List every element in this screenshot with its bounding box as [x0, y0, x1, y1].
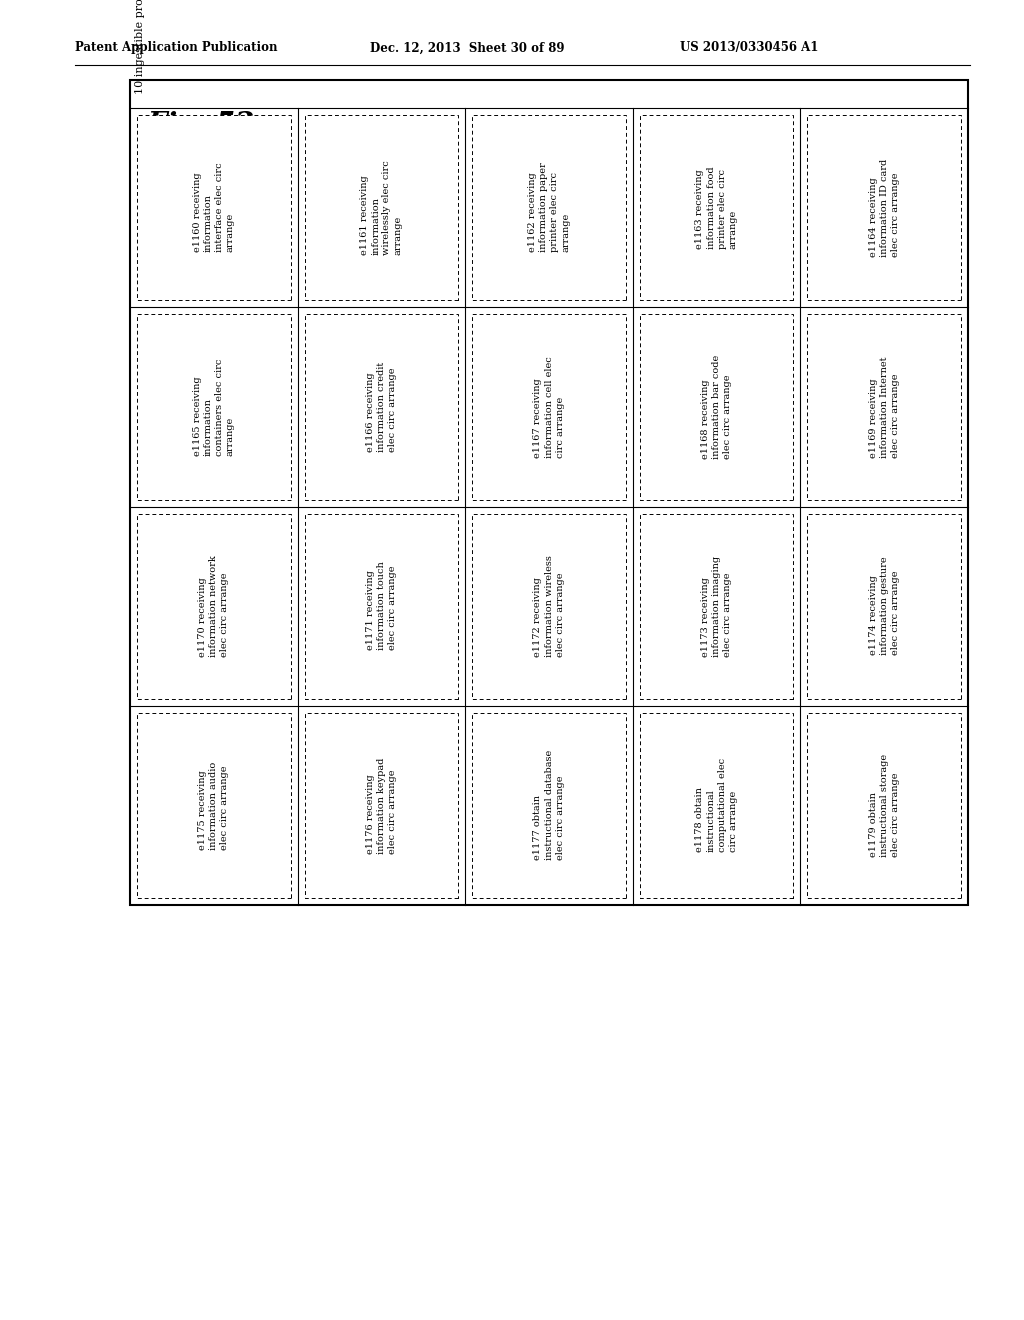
Bar — [304, 115, 458, 300]
Text: e1163 receiving
information food
printer elec circ
arrange: e1163 receiving information food printer… — [695, 166, 737, 249]
Text: e1165 receiving
information
containers elec circ
arrange: e1165 receiving information containers e… — [193, 358, 234, 455]
Text: Patent Application Publication: Patent Application Publication — [75, 41, 278, 54]
Bar — [472, 513, 626, 698]
Bar — [807, 314, 961, 499]
Text: e1168 receiving
information bar code
elec circ arrange: e1168 receiving information bar code ele… — [701, 355, 732, 459]
Text: e1173 receiving
information imaging
elec circ arrange: e1173 receiving information imaging elec… — [701, 556, 732, 656]
Bar — [472, 115, 626, 300]
Bar — [130, 81, 968, 906]
Bar — [640, 713, 794, 898]
Text: e1178 obtain
instructional
computational elec
circ arrange: e1178 obtain instructional computational… — [695, 758, 737, 853]
Text: 10 ingestible product preparation system: 10 ingestible product preparation system — [135, 0, 145, 94]
Bar — [472, 314, 626, 499]
Text: e1172 receiving
information wireless
elec circ arrange: e1172 receiving information wireless ele… — [534, 556, 564, 657]
Text: Dec. 12, 2013  Sheet 30 of 89: Dec. 12, 2013 Sheet 30 of 89 — [370, 41, 564, 54]
Text: e1177 obtain
instructional database
elec circ arrange: e1177 obtain instructional database elec… — [534, 750, 564, 861]
Text: e1166 receiving
information credit
elec circ arrange: e1166 receiving information credit elec … — [366, 362, 397, 451]
Text: e1161 receiving
information
wirelessly elec circ
arrange: e1161 receiving information wirelessly e… — [360, 160, 402, 255]
Text: e1167 receiving
information cell elec
circ arrange: e1167 receiving information cell elec ci… — [534, 356, 564, 458]
Bar — [137, 314, 291, 499]
Bar — [472, 713, 626, 898]
Bar — [807, 713, 961, 898]
Text: e1164 receiving
information ID card
elec circ arrange: e1164 receiving information ID card elec… — [868, 158, 900, 257]
Bar — [137, 513, 291, 698]
Text: e1179 obtain
instructional storage
elec circ arrange: e1179 obtain instructional storage elec … — [868, 754, 900, 857]
Bar — [304, 713, 458, 898]
Bar — [304, 513, 458, 698]
Text: Fig. 52: Fig. 52 — [148, 111, 255, 139]
Text: e1170 receiving
information network
elec circ arrange: e1170 receiving information network elec… — [199, 556, 229, 657]
Text: e1175 receiving
information audio
elec circ arrange: e1175 receiving information audio elec c… — [199, 762, 229, 850]
Text: US 2013/0330456 A1: US 2013/0330456 A1 — [680, 41, 818, 54]
Text: e1160 receiving
information
interface elec circ
arrange: e1160 receiving information interface el… — [193, 162, 234, 252]
Bar — [640, 115, 794, 300]
Bar — [137, 713, 291, 898]
Bar — [807, 513, 961, 698]
Text: e1176 receiving
information keypad
elec circ arrange: e1176 receiving information keypad elec … — [366, 758, 397, 854]
Bar — [137, 115, 291, 300]
Bar — [640, 314, 794, 499]
Bar — [640, 513, 794, 698]
Text: e1162 receiving
information paper
printer elec circ
arrange: e1162 receiving information paper printe… — [527, 162, 570, 252]
Bar — [807, 115, 961, 300]
Text: e1169 receiving
information Internet
elec circ arrange: e1169 receiving information Internet ele… — [868, 356, 900, 458]
Text: e1171 receiving
information touch
elec circ arrange: e1171 receiving information touch elec c… — [366, 562, 397, 651]
Text: e1174 receiving
information gesture
elec circ arrange: e1174 receiving information gesture elec… — [868, 557, 900, 656]
Bar — [304, 314, 458, 499]
